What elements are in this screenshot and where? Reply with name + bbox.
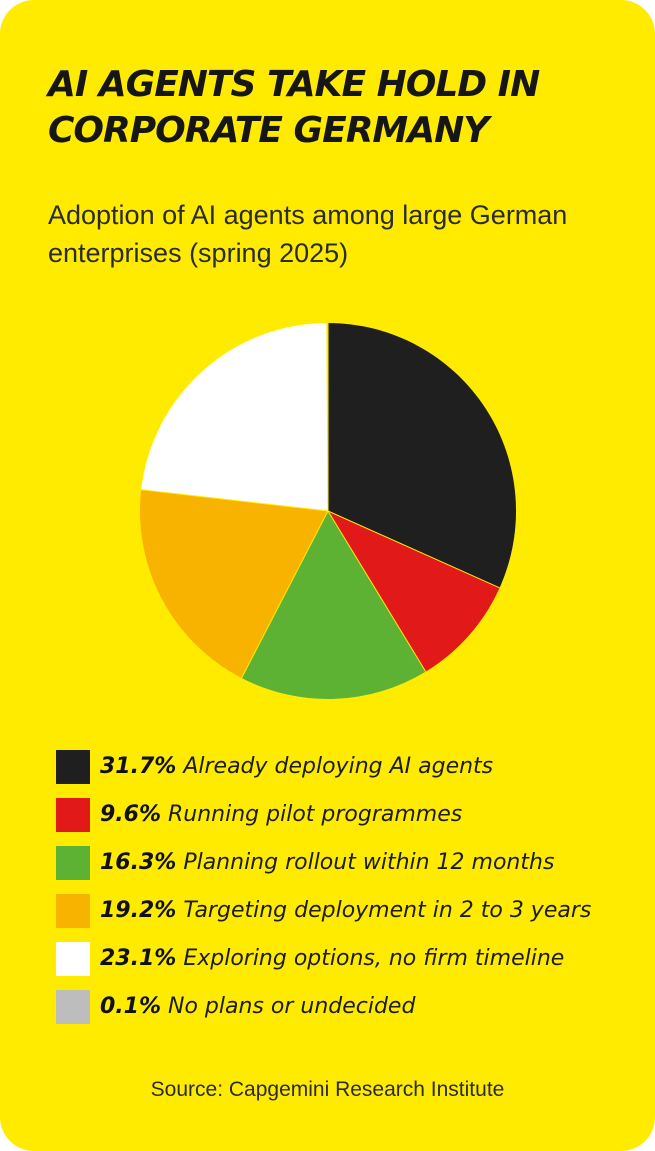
legend-description: Exploring options, no firm timeline <box>176 946 565 971</box>
legend-swatch <box>56 846 90 880</box>
pie-slice-divider <box>141 489 329 512</box>
legend-item-targeting-deployment-in-2-to-3-years: 19.2% Targeting deployment in 2 to 3 yea… <box>56 892 646 940</box>
legend-label: 23.1% Exploring options, no firm timelin… <box>100 940 564 978</box>
legend-label: 9.6% Running pilot programmes <box>100 796 462 834</box>
legend-item-already-deploying-ai-agents: 31.7% Already deploying AI agents <box>56 748 646 796</box>
legend-description: Running pilot programmes <box>161 802 463 827</box>
legend-item-planning-rollout-within-12-months: 16.3% Planning rollout within 12 months <box>56 844 646 892</box>
page-title: AI AGENTS TAKE HOLD IN CORPORATE GERMANY <box>48 64 540 151</box>
legend-description: No plans or undecided <box>161 994 416 1019</box>
legend-label: 0.1% No plans or undecided <box>100 988 415 1026</box>
pie-slice-running-pilot-programmes <box>328 511 500 672</box>
pie-slice-exploring-options-no-firm-timeline <box>141 323 328 511</box>
legend-swatch <box>56 894 90 928</box>
pie-chart <box>139 322 517 699</box>
legend-percentage: 9.6% <box>100 802 162 827</box>
chart-legend: 31.7% Already deploying AI agents 9.6% Ru… <box>56 748 646 1036</box>
legend-item-exploring-options-no-firm-timeline: 23.1% Exploring options, no firm timelin… <box>56 940 646 988</box>
legend-swatch <box>56 942 90 976</box>
legend-item-no-plans-or-undecided: 0.1% No plans or undecided <box>56 988 646 1036</box>
legend-description: Targeting deployment in 2 to 3 years <box>176 898 592 923</box>
legend-label: 16.3% Planning rollout within 12 months <box>100 844 554 882</box>
source-note: Source: Capgemini Research Institute <box>150 1078 505 1101</box>
legend-percentage: 23.1% <box>100 946 177 971</box>
legend-swatch <box>56 990 90 1024</box>
legend-percentage: 19.2% <box>100 898 177 923</box>
legend-percentage: 31.7% <box>100 754 177 779</box>
legend-percentage: 0.1% <box>100 994 162 1019</box>
legend-description: Already deploying AI agents <box>176 754 494 779</box>
pie-slice-divider <box>326 322 329 512</box>
legend-percentage: 16.3% <box>100 850 177 875</box>
pie-slice-already-deploying-ai-agents <box>328 323 517 588</box>
legend-description: Planning rollout within 12 months <box>176 850 555 875</box>
legend-label: 31.7% Already deploying AI agents <box>100 748 493 786</box>
legend-label: 19.2% Targeting deployment in 2 to 3 yea… <box>100 892 591 930</box>
chart-subtitle: Adoption of AI agents among large German… <box>48 200 568 268</box>
pie-slice-targeting-deployment-in-2-to-3-years <box>139 489 328 678</box>
pie-slice-planning-rollout-within-12-months <box>241 511 426 699</box>
legend-swatch <box>56 750 90 784</box>
legend-swatch <box>56 798 90 832</box>
legend-item-running-pilot-programmes: 9.6% Running pilot programmes <box>56 796 646 844</box>
pie-slice-divider <box>241 510 329 679</box>
pie-slice-divider <box>327 510 427 672</box>
pie-slice-divider <box>327 510 500 589</box>
